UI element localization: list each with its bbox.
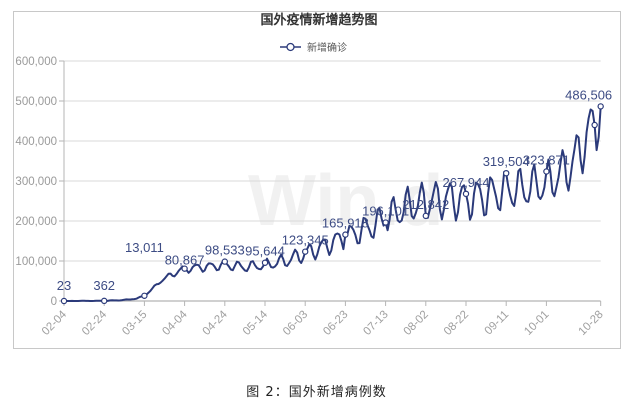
data-point-marker[interactable] (141, 292, 148, 299)
x-tick-label: 08-02 (402, 309, 431, 338)
data-point-marker[interactable] (591, 121, 598, 129)
y-tick-label: 500,000 (15, 96, 57, 108)
data-label: 95,644 (245, 244, 285, 259)
chart-title: 国外疫情新增趋势图 (260, 12, 377, 27)
y-tick-label: 100,000 (15, 256, 57, 268)
y-axis: 0 100,000 200,000 300,000 400,000 500,000 600,… (15, 56, 65, 308)
data-label: 165,918 (322, 216, 369, 231)
data-label: 13,011 (125, 240, 164, 255)
data-point-marker[interactable] (597, 103, 604, 110)
x-tick-label: 10-28 (577, 309, 606, 338)
x-tick-label: 10-01 (522, 309, 551, 338)
x-tick-label: 08-22 (442, 309, 471, 338)
x-axis: 02-04 02-24 03-15 04-04 04-24 05-14 06-03 06-23… (40, 300, 606, 338)
x-tick-label: 04-04 (160, 308, 190, 338)
data-label: 323,871 (523, 152, 570, 167)
gridlines (64, 60, 601, 262)
y-tick-label: 600,000 (15, 56, 57, 68)
data-point-marker[interactable] (181, 265, 188, 272)
figure-caption: 图 2：国外新增病例数 (246, 385, 387, 400)
data-label: 123,345 (282, 233, 329, 248)
x-tick-label: 02-24 (80, 308, 110, 338)
data-point-marker[interactable] (60, 297, 68, 305)
data-point-marker[interactable] (221, 258, 228, 265)
x-tick-label: 09-11 (483, 309, 512, 338)
y-tick-label: 300,000 (15, 176, 57, 188)
data-point-marker[interactable] (100, 297, 108, 305)
x-tick-label: 06-23 (321, 309, 350, 338)
y-tick-label: 0 (51, 296, 57, 308)
legend-label: 新增确诊 (307, 41, 347, 54)
data-label: 98,533 (205, 243, 245, 258)
chart-frame (13, 11, 621, 349)
data-point-marker[interactable] (261, 259, 269, 266)
x-tick-label: 07-13 (361, 309, 390, 338)
data-label: 212,842 (402, 197, 449, 212)
legend-marker-icon (286, 42, 295, 52)
legend[interactable]: 新增确诊 (280, 41, 347, 54)
x-tick-label: 06-03 (281, 309, 310, 338)
data-label: 319,504 (483, 154, 530, 169)
series-line-new-confirmed[interactable] (64, 106, 602, 302)
data-label: 362 (93, 278, 115, 293)
data-label: 267,944 (443, 175, 490, 190)
data-point-marker[interactable] (543, 168, 550, 175)
y-tick-label: 400,000 (15, 136, 57, 148)
data-point-marker[interactable] (503, 169, 510, 177)
x-tick-label: 02-04 (40, 308, 70, 338)
data-point-marker[interactable] (382, 219, 389, 226)
data-label: 23 (57, 278, 71, 293)
data-label: 196,101 (362, 204, 409, 219)
data-point-marker[interactable] (462, 190, 470, 198)
data-point-marker[interactable] (302, 248, 309, 255)
data-label: 486,506 (565, 87, 612, 102)
data-markers (60, 103, 604, 305)
data-point-marker[interactable] (342, 231, 349, 238)
y-tick-label: 200,000 (15, 216, 57, 228)
x-tick-label: 05-14 (241, 308, 271, 338)
data-label: 80,867 (165, 253, 205, 268)
x-tick-label: 04-24 (201, 308, 231, 338)
x-tick-label: 03-15 (120, 309, 149, 338)
data-point-marker[interactable] (422, 212, 429, 220)
